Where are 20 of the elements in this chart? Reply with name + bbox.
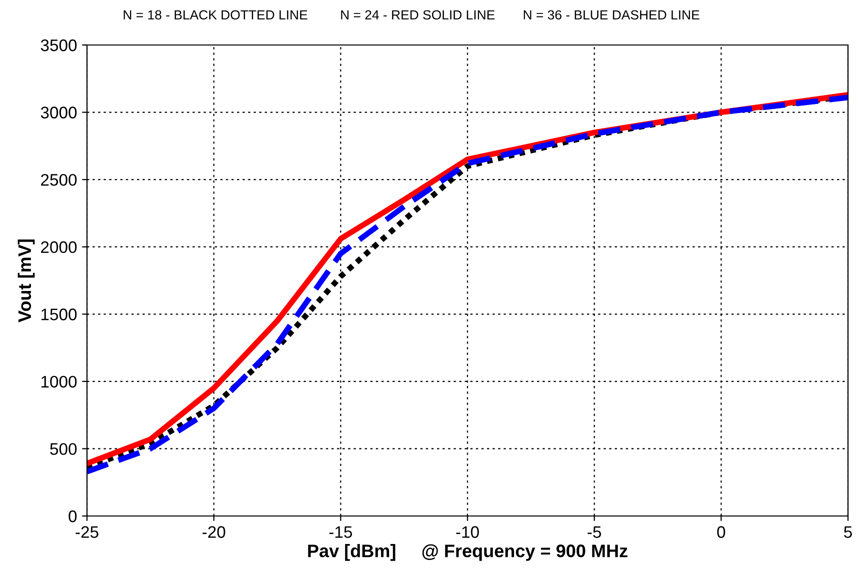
y-tick-label: 3500 xyxy=(40,39,77,52)
y-axis-title: Vout [mV] xyxy=(18,240,35,322)
y-tick-label: 2000 xyxy=(41,241,77,254)
y-tick-label: 2500 xyxy=(41,174,77,186)
y-tick-label: 0 xyxy=(68,510,77,522)
y-tick-label: 500 xyxy=(50,443,77,455)
x-tick-label: -15 xyxy=(329,526,352,538)
text: N = 24 - RED SOLID LINE xyxy=(341,10,495,20)
x-tick-label: 0 xyxy=(717,526,726,538)
x-tick-label: -20 xyxy=(202,526,226,538)
x-tick-label: -25 xyxy=(76,526,98,538)
y-tick-label: 1500 xyxy=(41,308,77,320)
y-tick-label: 1000 xyxy=(41,376,77,388)
x-tick-label: -10 xyxy=(456,526,479,538)
x-tick-label: -5 xyxy=(588,526,602,538)
x-axis-title: Pav [dBm] @ Frequency = 900 MHz xyxy=(308,544,628,561)
text: N = 36 - BLUE DASHED LINE xyxy=(524,10,700,20)
y-tick-label: 3000 xyxy=(40,106,77,118)
text: N = 18 - BLACK DOTTED LINE xyxy=(124,10,308,20)
x-tick-label: 5 xyxy=(844,526,852,538)
